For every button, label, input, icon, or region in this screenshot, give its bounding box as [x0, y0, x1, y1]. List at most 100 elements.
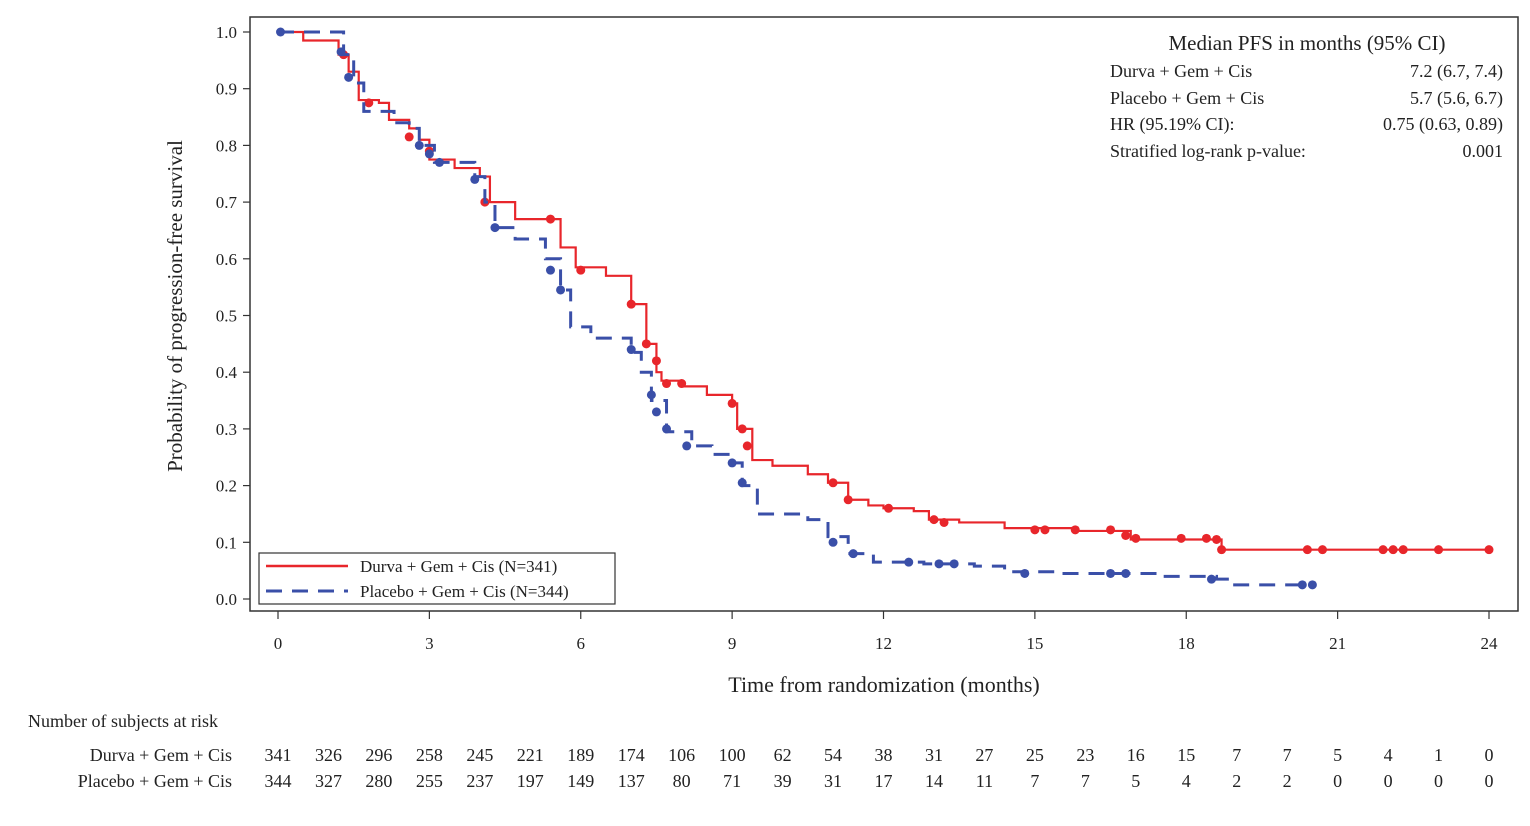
- stats-title: Median PFS in months (95% CI): [1168, 31, 1445, 55]
- risk-count: 4: [1182, 771, 1191, 791]
- censor-mark: [626, 345, 636, 355]
- risk-count: 16: [1127, 745, 1145, 765]
- risk-count: 38: [875, 745, 893, 765]
- stats-label: HR (95.19% CI):: [1110, 114, 1235, 135]
- censor-mark: [1121, 568, 1131, 578]
- risk-count: 4: [1384, 745, 1393, 765]
- stats-box: Median PFS in months (95% CI) Durva + Ge…: [1110, 31, 1503, 161]
- survival-curve-durva: [278, 30, 1489, 551]
- risk-count: 0: [1333, 771, 1342, 791]
- y-tick-label: 0.2: [216, 477, 237, 496]
- censor-mark: [651, 407, 661, 417]
- risk-count: 258: [416, 745, 443, 765]
- censor-mark: [626, 299, 636, 309]
- risk-count: 0: [1384, 771, 1393, 791]
- y-tick-label: 1.0: [216, 23, 237, 42]
- risk-count: 25: [1026, 745, 1044, 765]
- risk-count: 174: [618, 745, 645, 765]
- risk-count: 15: [1177, 745, 1195, 765]
- censor-mark: [934, 559, 944, 569]
- y-tick-label: 0.9: [216, 80, 237, 99]
- risk-count: 344: [265, 771, 292, 791]
- risk-count: 0: [1434, 771, 1443, 791]
- risk-count: 341: [265, 745, 292, 765]
- censor-mark: [737, 478, 747, 488]
- risk-row-label: Durva + Gem + Cis: [90, 745, 232, 765]
- risk-count: 149: [567, 771, 594, 791]
- risk-count: 106: [668, 745, 695, 765]
- y-tick-label: 0.4: [216, 363, 238, 382]
- censor-mark: [434, 157, 444, 167]
- censor-mark: [848, 549, 858, 559]
- risk-count: 11: [976, 771, 993, 791]
- risk-count: 62: [774, 745, 792, 765]
- risk-count: 197: [517, 771, 544, 791]
- censor-mark: [1131, 533, 1141, 543]
- x-axis: 0 3 6 9 12 15 18 21 24: [274, 611, 1498, 653]
- x-tick-label: 18: [1178, 634, 1195, 653]
- x-tick-label: 15: [1026, 634, 1043, 653]
- censor-mark: [1030, 525, 1040, 535]
- censor-mark: [1206, 574, 1216, 584]
- censor-mark: [1106, 525, 1116, 535]
- x-tick-label: 24: [1481, 634, 1499, 653]
- censor-mark: [677, 379, 687, 389]
- risk-count: 54: [824, 745, 842, 765]
- risk-count: 326: [315, 745, 342, 765]
- x-tick-label: 0: [274, 634, 283, 653]
- stats-label: Stratified log-rank p-value:: [1110, 141, 1306, 161]
- risk-count: 7: [1030, 771, 1039, 791]
- censor-mark: [682, 441, 692, 451]
- censor-mark: [939, 517, 949, 527]
- censor-mark: [1201, 533, 1211, 543]
- risk-count: 100: [719, 745, 746, 765]
- censor-mark: [490, 223, 500, 233]
- censor-mark: [1302, 545, 1312, 555]
- plot-frame: [249, 16, 1519, 612]
- risk-count: 2: [1232, 771, 1241, 791]
- censor-mark: [556, 285, 566, 295]
- censor-mark: [545, 214, 555, 224]
- censor-mark: [737, 424, 747, 434]
- survival-curve-placebo: [278, 30, 1313, 587]
- censor-mark: [344, 72, 354, 82]
- censor-mark: [414, 140, 424, 150]
- x-tick-label: 12: [875, 634, 892, 653]
- risk-count: 0: [1485, 745, 1494, 765]
- risk-count: 5: [1333, 745, 1342, 765]
- risk-count: 39: [774, 771, 792, 791]
- stats-value: 0.75 (0.63, 0.89): [1383, 114, 1503, 135]
- risk-count: 80: [673, 771, 691, 791]
- risk-count: 7: [1283, 745, 1292, 765]
- censor-mark: [470, 174, 480, 184]
- legend-frame: [258, 552, 616, 605]
- risk-count: 1: [1434, 745, 1443, 765]
- risk-count: 237: [466, 771, 493, 791]
- risk-count: 31: [824, 771, 842, 791]
- legend-label-durva: Durva + Gem + Cis (N=341): [360, 557, 557, 576]
- censor-mark: [336, 47, 346, 57]
- censor-mark: [904, 557, 914, 567]
- censor-mark: [576, 265, 586, 275]
- censor-mark: [949, 559, 959, 569]
- legend-label-placebo: Placebo + Gem + Cis (N=344): [360, 582, 569, 601]
- censor-mark: [1217, 545, 1227, 555]
- censor-mark: [404, 132, 414, 142]
- censor-mark: [828, 537, 838, 547]
- risk-count: 0: [1485, 771, 1494, 791]
- censor-mark: [276, 27, 286, 37]
- x-tick-label: 21: [1329, 634, 1346, 653]
- risk-count: 189: [567, 745, 594, 765]
- censor-mark: [843, 495, 853, 505]
- risk-count: 5: [1131, 771, 1140, 791]
- risk-row-label: Placebo + Gem + Cis: [78, 771, 232, 791]
- risk-count: 296: [365, 745, 392, 765]
- risk-count: 31: [925, 745, 943, 765]
- risk-count: 245: [466, 745, 493, 765]
- stats-value: 0.001: [1463, 141, 1504, 161]
- y-tick-label: 0.7: [216, 193, 238, 212]
- y-tick-label: 0.5: [216, 307, 237, 326]
- risk-count: 221: [517, 745, 544, 765]
- y-tick-label: 0.0: [216, 590, 237, 609]
